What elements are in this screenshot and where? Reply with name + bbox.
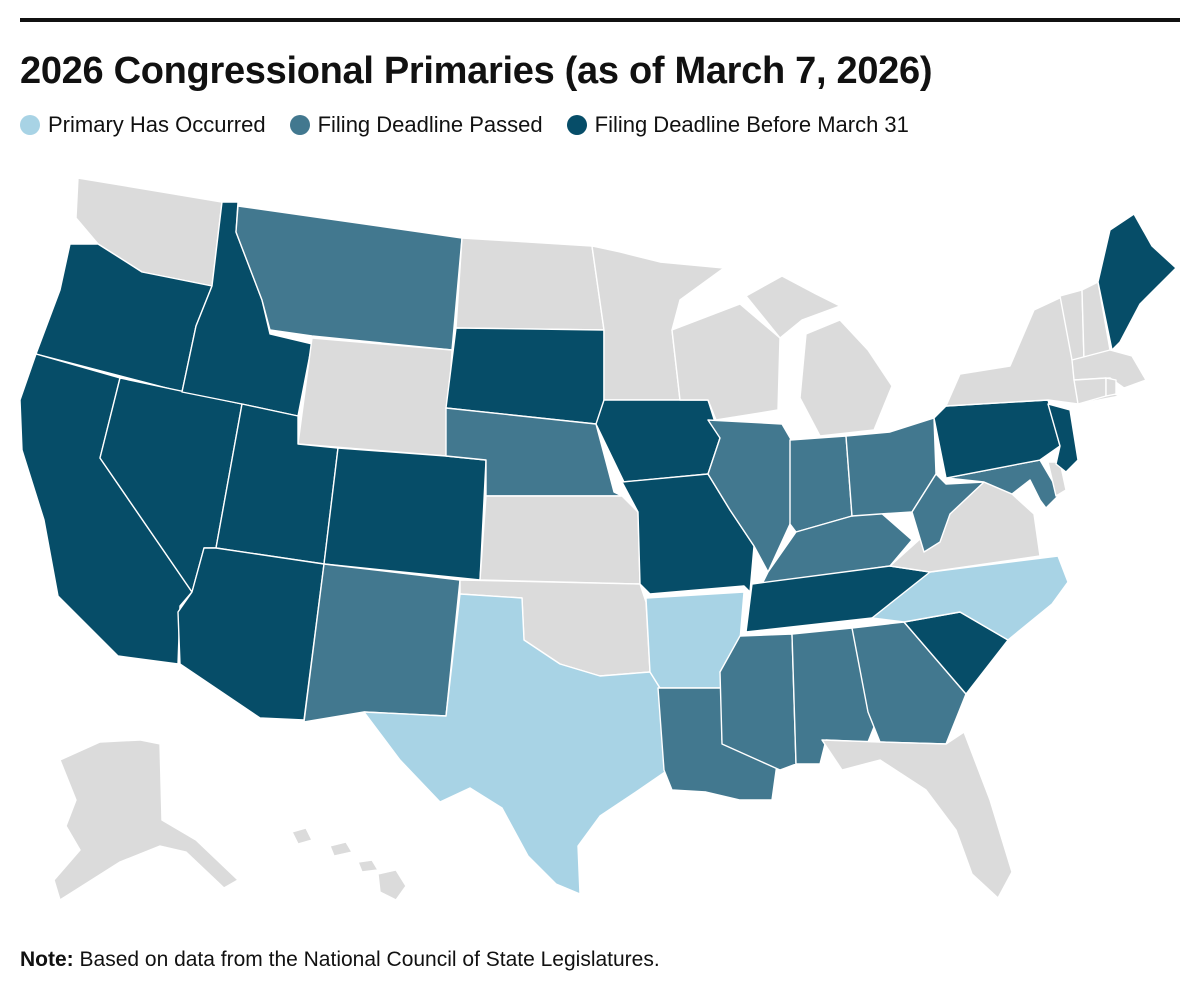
top-rule [20,18,1180,22]
legend-swatch-occurred [20,115,40,135]
state-in [789,435,853,533]
us-states-map [19,177,1177,901]
chart-title: 2026 Congressional Primaries (as of Marc… [20,50,933,92]
state-fl [821,731,1013,899]
state-mn [591,245,725,401]
state-sd [445,327,605,425]
state-wy [297,337,453,457]
state-nc [871,555,1069,641]
legend-label-before-mar31: Filing Deadline Before March 31 [594,112,909,137]
state-wi [671,303,781,421]
note-label: Note: [20,948,74,971]
legend-item-occurred: Primary Has Occurred [20,112,266,138]
state-az [177,547,325,721]
state-hi [291,827,407,901]
legend-label-occurred: Primary Has Occurred [48,112,266,137]
state-mi-upper [745,275,841,339]
legend-swatch-passed [289,115,310,135]
note-text: Based on data from the National Council … [73,948,660,971]
legend-label-passed: Filing Deadline Passed [317,112,543,137]
state-mi-lower [799,319,893,437]
state-me [1097,213,1177,351]
state-mt [235,205,463,351]
state-wv [911,473,985,553]
legend-swatch-before-mar31 [566,115,587,135]
state-ks [479,495,641,585]
legend-item-passed: Filing Deadline Passed [289,112,543,138]
legend-item-before-mar31: Filing Deadline Before March 31 [566,112,909,138]
state-ak [53,739,239,901]
state-nd [455,237,605,331]
state-md [945,459,1061,509]
state-ri [1105,377,1117,397]
state-nm [303,563,461,723]
state-il [707,419,797,573]
state-ia [595,399,721,483]
legend: Primary Has Occurred Filing Deadline Pas… [20,112,933,138]
state-co [323,447,487,581]
source-note: Note: Based on data from the National Co… [20,948,660,972]
state-nj [1047,403,1079,473]
state-tx [363,593,669,895]
